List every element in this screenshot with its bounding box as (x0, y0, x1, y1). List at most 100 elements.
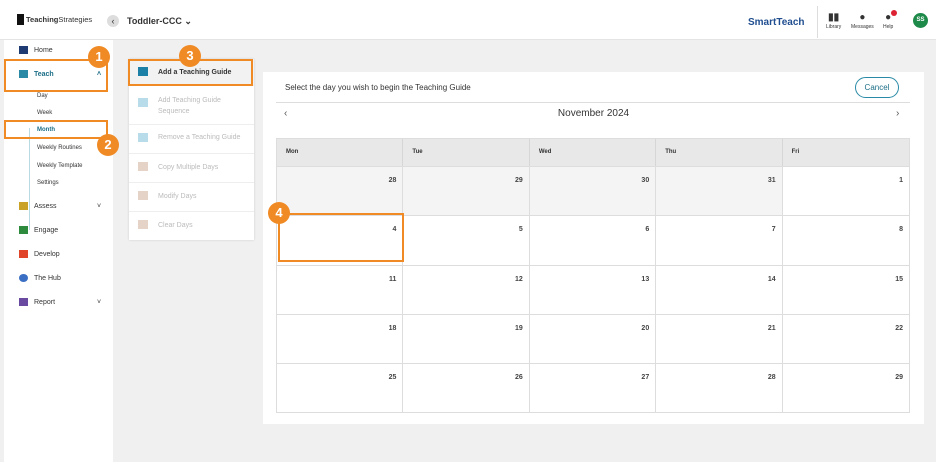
calendar-grid: Mon Tue Wed Thu Fri 28 29 30 31 1 4 5 6 7 8 11 12 13… (276, 138, 910, 414)
messages-button[interactable]: ● Messages (851, 12, 874, 30)
book-plus-icon (138, 67, 148, 76)
collapse-sidebar-button[interactable]: ‹ (107, 15, 119, 27)
callout-number-4: 4 (268, 202, 290, 224)
calendar-clear-icon (138, 220, 148, 229)
sidebar: Home Teach ˄ Day Week Month Weekly Routin… (4, 40, 113, 462)
calendar-day-cell[interactable]: 12 (403, 265, 530, 314)
assess-icon (19, 202, 28, 210)
engage-icon (19, 226, 28, 234)
calendar-day-cell[interactable]: 31 (656, 167, 783, 216)
sub-item-weekly-routines[interactable]: Weekly Routines (37, 145, 82, 151)
sub-item-settings[interactable]: Settings (37, 180, 59, 186)
brand-logo: SmartTeach (748, 17, 805, 28)
calendar-day-cell[interactable]: 28 (656, 364, 783, 413)
clear-days-button[interactable]: Clear Days (129, 212, 254, 240)
weekday-fri: Fri (791, 149, 800, 155)
divider (817, 6, 818, 38)
calendar-day-cell[interactable]: 29 (895, 374, 904, 382)
help-icon: ● (885, 12, 892, 23)
calendar-day-cell[interactable]: 7 (656, 216, 783, 265)
help-button[interactable]: ● Help (883, 12, 894, 30)
calendar-day-cell[interactable]: 15 (895, 275, 904, 283)
book-icon (19, 70, 28, 78)
callout-number-3: 3 (179, 45, 201, 67)
callout-number-1: 1 (88, 46, 110, 68)
home-icon (19, 46, 28, 54)
calendar-week-row: 18 19 20 21 22 (277, 313, 909, 364)
divider (276, 102, 910, 103)
copy-multiple-days-button[interactable]: Copy Multiple Days (129, 154, 254, 183)
month-title: November 2024 (557, 108, 630, 119)
callout-number-2: 2 (97, 134, 119, 156)
calendar-week-row: 11 12 13 14 15 (277, 264, 909, 314)
develop-icon (19, 250, 28, 258)
calendar-day-cell[interactable]: 1 (899, 177, 904, 184)
calendar-day-cell[interactable]: 27 (530, 364, 657, 413)
prev-month-button[interactable]: ‹ (284, 108, 288, 119)
library-button[interactable]: ▮▮ Library (826, 12, 842, 30)
library-icon: ▮▮ (828, 12, 840, 23)
add-teaching-guide-sequence-button[interactable]: Add Teaching Guide Sequence (129, 86, 254, 125)
calendar-day-cell[interactable]: 11 (277, 265, 404, 314)
chevron-down-icon: ˅ (97, 202, 102, 210)
chevron-up-icon: ˄ (97, 70, 102, 78)
weekday-mon: Mon (277, 139, 404, 166)
calendar-day-cell[interactable]: 13 (530, 265, 657, 314)
top-bar: Teaching Strategies ‹ Toddler-CCC ⌄ Smart… (0, 0, 936, 40)
calendar-day-cell[interactable]: 21 (656, 314, 783, 364)
avatar[interactable]: SS (913, 13, 928, 28)
callout-box-1 (4, 59, 108, 92)
calendar-copy-icon (138, 162, 148, 171)
calendar-week-row: 25 26 27 28 29 (277, 363, 909, 413)
sub-item-day[interactable]: Day (37, 93, 48, 99)
chevron-down-icon: ˅ (97, 298, 102, 306)
sidebar-item-develop[interactable]: Develop (19, 250, 60, 258)
calendar-day-cell[interactable]: 6 (530, 216, 657, 265)
logo-icon (17, 14, 24, 25)
modify-days-button[interactable]: Modify Days (129, 183, 254, 212)
sidebar-item-teach[interactable]: Teach ˄ (19, 70, 101, 78)
calendar-day-cell[interactable]: 22 (895, 324, 904, 332)
weekday-thu: Thu (656, 139, 783, 166)
calendar-day-cell[interactable]: 30 (529, 167, 657, 216)
calendar-day-cell[interactable]: 14 (656, 265, 783, 314)
calendar-day-cell[interactable]: 8 (899, 226, 904, 234)
sub-item-weekly-template[interactable]: Weekly Template (37, 163, 83, 169)
weekday-wed: Wed (530, 139, 657, 166)
callout-box-2 (4, 120, 108, 139)
remove-teaching-guide-button[interactable]: Remove a Teaching Guide (129, 125, 254, 154)
calendar-day-cell[interactable]: 29 (403, 167, 530, 216)
notification-badge (891, 10, 897, 16)
book-remove-icon (138, 133, 148, 142)
calendar-day-cell[interactable]: 26 (403, 364, 530, 413)
calendar-edit-icon (138, 191, 148, 200)
class-selector[interactable]: Toddler-CCC ⌄ (127, 16, 192, 26)
calendar-week-row: 28 29 30 31 1 (277, 166, 909, 216)
calendar-day-cell[interactable]: 20 (530, 314, 657, 364)
calendar-card: Select the day you wish to begin the Tea… (263, 72, 924, 424)
sidebar-item-home[interactable]: Home (19, 46, 53, 54)
calendar-day-cell[interactable]: 18 (277, 314, 404, 364)
calendar-day-cell[interactable]: 5 (403, 216, 530, 265)
cancel-button[interactable]: Cancel (855, 77, 899, 98)
sub-item-week[interactable]: Week (37, 110, 53, 116)
teaching-guide-menu: Add a Teaching Guide Add Teaching Guide … (129, 59, 254, 240)
submenu-line (29, 128, 30, 230)
sidebar-item-assess[interactable]: Assess ˅ (19, 202, 101, 210)
sidebar-item-engage[interactable]: Engage (19, 226, 58, 234)
report-icon (19, 298, 28, 306)
sidebar-item-report[interactable]: Report ˅ (19, 298, 101, 306)
calendar-day-cell[interactable]: 19 (403, 314, 530, 364)
book-plus-icon (138, 98, 148, 107)
sidebar-item-the-hub[interactable]: The Hub (19, 274, 61, 282)
callout-box-4 (278, 213, 404, 262)
instruction-text: Select the day you wish to begin the Tea… (285, 83, 471, 92)
next-month-button[interactable]: › (896, 108, 900, 119)
weekday-header: Mon Tue Wed Thu Fri (277, 139, 909, 166)
messages-icon: ● (859, 12, 866, 23)
sub-item-month[interactable]: Month (37, 127, 55, 133)
weekday-tue: Tue (403, 139, 530, 166)
logo[interactable]: Teaching Strategies (17, 14, 92, 25)
calendar-day-cell[interactable]: 25 (277, 364, 404, 413)
calendar-day-cell[interactable]: 28 (277, 167, 404, 216)
